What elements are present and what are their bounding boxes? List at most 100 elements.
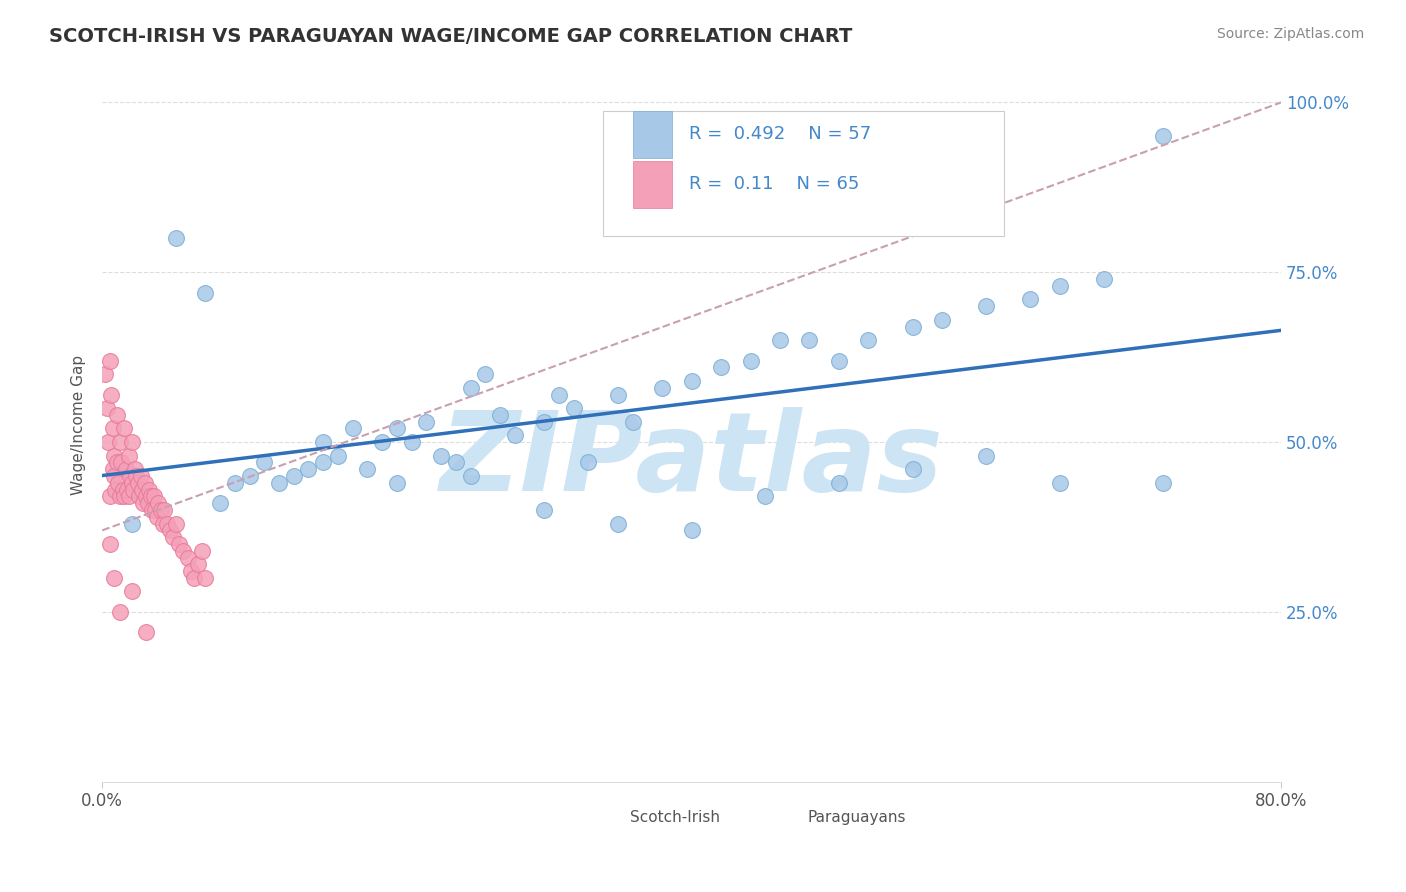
Point — [430, 449, 453, 463]
Point — [145, 509, 167, 524]
Point — [710, 360, 733, 375]
Point — [121, 475, 143, 490]
Point — [606, 516, 628, 531]
Point — [98, 353, 121, 368]
Point — [191, 543, 214, 558]
Point — [103, 571, 125, 585]
Point — [112, 489, 135, 503]
Point — [385, 475, 408, 490]
Point — [141, 503, 163, 517]
Point — [651, 381, 673, 395]
Point — [159, 524, 181, 538]
Point — [183, 571, 205, 585]
Point — [104, 483, 127, 497]
Point — [127, 475, 149, 490]
Point — [108, 435, 131, 450]
Bar — [633, 112, 672, 158]
Point — [754, 489, 776, 503]
Point — [489, 408, 512, 422]
Point — [460, 469, 482, 483]
Text: SCOTCH-IRISH VS PARAGUAYAN WAGE/INCOME GAP CORRELATION CHART: SCOTCH-IRISH VS PARAGUAYAN WAGE/INCOME G… — [49, 27, 852, 45]
Point — [533, 415, 555, 429]
Point — [931, 313, 953, 327]
Point — [1152, 129, 1174, 144]
Point — [474, 367, 496, 381]
Point — [135, 625, 157, 640]
Point — [172, 543, 194, 558]
Point — [562, 401, 585, 416]
Point — [117, 483, 139, 497]
Point — [162, 530, 184, 544]
Bar — [598, 812, 623, 838]
Point — [96, 401, 118, 416]
Point — [681, 374, 703, 388]
Point — [152, 516, 174, 531]
Text: ZIPatlas: ZIPatlas — [440, 408, 943, 514]
Point — [142, 489, 165, 503]
Point — [578, 455, 600, 469]
Point — [135, 489, 157, 503]
Point — [150, 503, 173, 517]
Point — [132, 496, 155, 510]
Point — [283, 469, 305, 483]
Point — [107, 475, 129, 490]
Text: R =  0.11    N = 65: R = 0.11 N = 65 — [689, 176, 859, 194]
Point — [129, 469, 152, 483]
Point — [180, 564, 202, 578]
Point — [165, 516, 187, 531]
FancyBboxPatch shape — [603, 112, 1004, 236]
Point — [139, 489, 162, 503]
Point — [101, 462, 124, 476]
Point — [105, 408, 128, 422]
Point — [110, 455, 132, 469]
Point — [121, 584, 143, 599]
Point — [312, 435, 335, 450]
Point — [103, 449, 125, 463]
Point — [187, 558, 209, 572]
Point — [769, 333, 792, 347]
Point — [108, 489, 131, 503]
Bar — [775, 812, 800, 838]
Y-axis label: Wage/Income Gap: Wage/Income Gap — [72, 355, 86, 495]
Point — [1049, 475, 1071, 490]
Point — [224, 475, 246, 490]
Point — [326, 449, 349, 463]
Point — [799, 333, 821, 347]
Point — [209, 496, 232, 510]
Point — [125, 469, 148, 483]
Point — [606, 387, 628, 401]
Point — [153, 503, 176, 517]
Point — [122, 483, 145, 497]
Point — [94, 367, 117, 381]
Point — [111, 483, 134, 497]
Point — [194, 285, 217, 300]
Point — [108, 605, 131, 619]
Text: Scotch-Irish: Scotch-Irish — [630, 810, 720, 825]
Point — [143, 503, 166, 517]
Point — [118, 489, 141, 503]
Point — [238, 469, 260, 483]
Point — [503, 428, 526, 442]
Point — [253, 455, 276, 469]
Point — [105, 455, 128, 469]
Point — [312, 455, 335, 469]
Point — [901, 319, 924, 334]
Point — [1092, 272, 1115, 286]
Point — [1019, 293, 1042, 307]
Point — [100, 387, 122, 401]
Point — [167, 537, 190, 551]
Point — [342, 421, 364, 435]
Point — [165, 231, 187, 245]
Point — [121, 435, 143, 450]
Text: Source: ZipAtlas.com: Source: ZipAtlas.com — [1216, 27, 1364, 41]
Point — [148, 496, 170, 510]
Point — [176, 550, 198, 565]
Point — [103, 469, 125, 483]
Point — [621, 415, 644, 429]
Point — [548, 387, 571, 401]
Point — [114, 462, 136, 476]
Point — [401, 435, 423, 450]
Point — [120, 469, 142, 483]
Point — [156, 516, 179, 531]
Point — [1049, 278, 1071, 293]
